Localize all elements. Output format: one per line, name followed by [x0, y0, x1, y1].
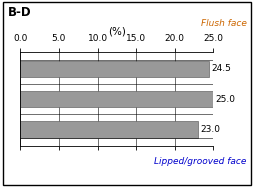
Text: 23.0: 23.0: [200, 125, 220, 134]
Text: Lipped/grooved face: Lipped/grooved face: [154, 157, 246, 166]
Text: B-D: B-D: [8, 6, 31, 19]
Text: Flush face: Flush face: [200, 19, 246, 28]
Bar: [20, 91, 213, 107]
Text: 25.0: 25.0: [216, 95, 236, 104]
Bar: [20, 121, 198, 138]
Text: 24.5: 24.5: [212, 65, 232, 73]
Text: (%): (%): [108, 26, 126, 36]
Bar: [20, 61, 210, 77]
